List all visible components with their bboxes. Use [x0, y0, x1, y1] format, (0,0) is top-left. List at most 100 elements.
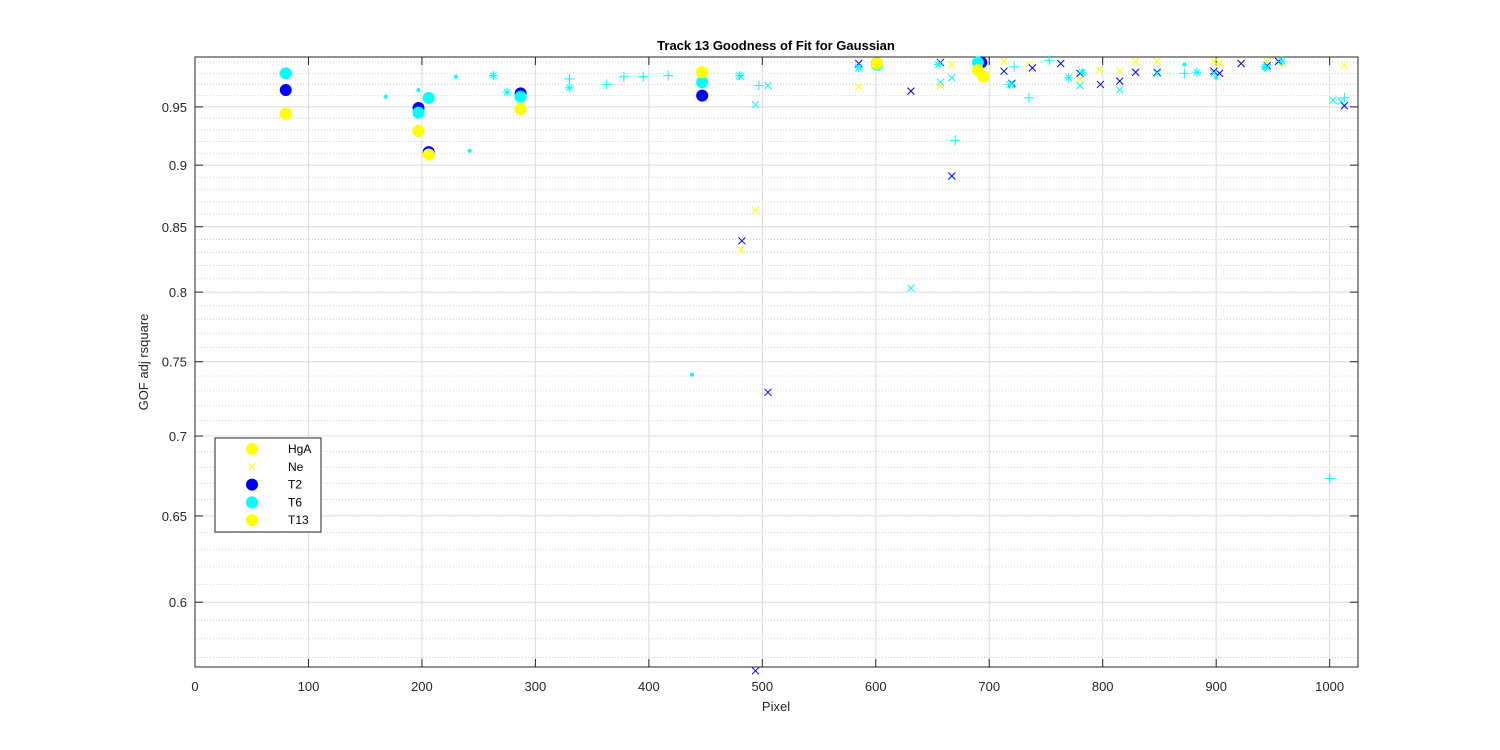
data-point-t6-dot-fits — [689, 372, 694, 377]
data-point-ne — [736, 245, 745, 254]
data-point-t6-star-fits — [488, 71, 498, 81]
data-point-t6-line-fits — [1324, 473, 1335, 484]
data-point-t2-ne-fits — [907, 87, 915, 95]
data-points — [279, 55, 1350, 675]
y-tick-label: 0.65 — [162, 509, 187, 524]
data-point-t6-ne-fits — [764, 81, 772, 90]
y-tick-labels: 0.6 0.65 0.7 0.75 0.8 0.85 0.9 0.95 — [162, 100, 187, 610]
grid-lines — [194, 57, 1358, 667]
data-point-ne — [936, 81, 945, 90]
data-point-t6 — [696, 76, 709, 89]
data-point-t6-ne-fits — [936, 78, 945, 87]
data-point-t2-ne-fits — [1131, 68, 1140, 77]
data-point-t13 — [696, 66, 709, 79]
data-point-ne — [854, 82, 863, 91]
data-point-t2-ne-fits — [751, 666, 760, 675]
legend-label: HgA — [288, 442, 311, 456]
data-point-t13 — [412, 124, 425, 137]
legend-marker-t2 — [246, 478, 258, 491]
legend: HgA Ne T2 T6 T13 — [214, 437, 322, 533]
data-point-ne — [751, 206, 760, 215]
legend-marker-t6 — [246, 496, 258, 509]
legend-label: Ne — [288, 460, 304, 474]
data-point-t13 — [279, 107, 292, 120]
data-point-t6 — [422, 91, 435, 104]
data-point-t13 — [422, 148, 435, 161]
data-point-t6-star-fits — [502, 87, 512, 97]
data-point-t6-line-fits — [663, 70, 674, 81]
data-point-t6-ne-fits — [1210, 69, 1218, 78]
data-point-t13 — [977, 70, 990, 83]
data-point-t2-ne-fits — [1096, 80, 1105, 89]
data-point-t6-star-fits — [1192, 67, 1202, 77]
data-point-t6-line-fits — [1023, 92, 1034, 103]
data-point-t6 — [412, 106, 425, 119]
x-tick-label: 300 — [525, 679, 547, 694]
data-point-t6-ne-fits — [1329, 96, 1337, 104]
y-tick-label: 0.9 — [169, 158, 187, 173]
data-point-t6-ne-fits — [751, 100, 760, 109]
data-point-t6-line-fits — [753, 80, 764, 91]
data-point-t6-star-fits — [1077, 67, 1087, 77]
data-point-t6-dot-fits — [416, 87, 421, 92]
data-point-t6-line-fits — [1009, 61, 1020, 72]
data-point-ne — [1210, 57, 1218, 66]
y-tick-label: 0.6 — [169, 595, 187, 610]
data-point-t6-dot-fits — [467, 148, 472, 153]
data-point-t2-ne-fits — [1000, 67, 1008, 76]
x-tick-label: 700 — [978, 679, 1000, 694]
data-point-t2-ne-fits — [1237, 59, 1245, 68]
y-tick-label: 0.95 — [162, 100, 187, 115]
data-point-t6-dot-fits — [1261, 65, 1266, 70]
data-point-t2 — [279, 83, 292, 96]
data-point-t6-dot-fits — [1182, 62, 1187, 67]
legend-label: T2 — [288, 478, 302, 492]
x-tick-label: 600 — [865, 679, 887, 694]
data-point-t6-dot-fits — [383, 94, 388, 99]
y-tick-label: 0.7 — [169, 429, 187, 444]
x-tick-label: 500 — [751, 679, 773, 694]
data-point-t6-star-fits — [1005, 79, 1015, 89]
data-point-t6-ne-fits — [1337, 97, 1345, 106]
data-point-t6-ne-fits — [1115, 86, 1124, 94]
x-tick-label: 0 — [191, 679, 198, 694]
data-point-t6 — [279, 67, 292, 80]
legend-label: T13 — [288, 513, 309, 527]
data-point-ne — [1340, 61, 1349, 70]
data-point-t2-ne-fits — [1115, 77, 1124, 85]
data-point-ne — [1215, 59, 1224, 68]
data-point-t6 — [514, 90, 527, 103]
legend-label: T6 — [288, 495, 302, 509]
data-point-t6-star-fits — [854, 63, 864, 73]
data-point-t2-ne-fits — [1340, 101, 1349, 110]
data-point-ne — [1115, 67, 1124, 76]
data-point-t6-star-fits — [735, 71, 745, 81]
data-point-t6-line-fits — [638, 71, 649, 82]
y-axis-label: GOF adj rsquare — [136, 314, 151, 411]
data-point-t6-line-fits — [1044, 55, 1055, 66]
data-point-ne — [1000, 57, 1008, 66]
data-point-t6-line-fits — [1339, 92, 1350, 103]
data-point-t6-line-fits — [601, 79, 612, 90]
legend-marker-t13 — [246, 514, 258, 527]
data-point-t6-line-fits — [618, 71, 629, 82]
x-tick-label: 200 — [411, 679, 433, 694]
data-point-t2-ne-fits — [1028, 64, 1037, 72]
x-tick-label: 400 — [638, 679, 660, 694]
data-point-t2-ne-fits — [764, 388, 772, 397]
data-point-t6-star-fits — [1277, 56, 1287, 66]
data-point-t6-line-fits — [1179, 68, 1190, 79]
data-point-ne — [947, 60, 956, 69]
data-point-t2-ne-fits — [738, 236, 746, 245]
data-point-t2-ne-fits — [947, 172, 956, 180]
data-point-ne — [1131, 57, 1140, 66]
y-tick-label: 0.85 — [162, 220, 187, 235]
data-point-ne — [1153, 57, 1162, 66]
x-tick-label: 100 — [298, 679, 320, 694]
x-axis-label: Pixel — [762, 699, 790, 714]
y-tick-label: 0.8 — [169, 285, 187, 300]
data-point-t2 — [696, 89, 709, 102]
data-point-t2-ne-fits — [1210, 67, 1218, 76]
data-point-t6-line-fits — [950, 135, 961, 146]
